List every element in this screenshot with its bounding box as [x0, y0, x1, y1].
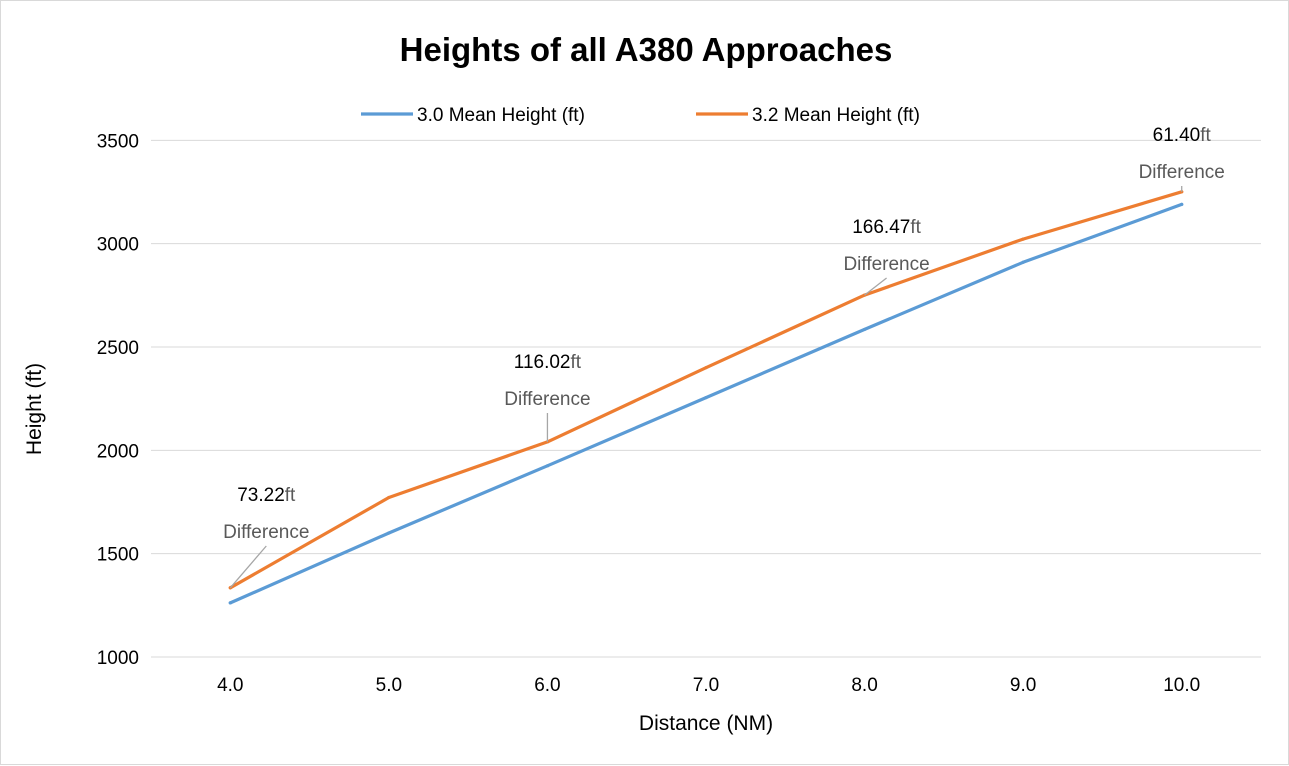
y-tick-label: 3500: [97, 131, 139, 152]
annotation-note: Difference: [504, 389, 590, 410]
data-point: [228, 601, 232, 605]
data-point: [545, 464, 550, 468]
annotation-layer: 73.22ftDifference116.02ftDifference166.4…: [223, 125, 1225, 589]
annotation-unit: ft: [285, 485, 296, 506]
annotation-note: Difference: [1139, 162, 1225, 183]
annotation-note: Difference: [843, 254, 929, 275]
x-tick-label: 9.0: [1010, 675, 1036, 696]
legend-label: 3.0 Mean Height (ft): [417, 105, 585, 126]
y-tick-label: 2500: [97, 338, 139, 359]
x-tick-label: 5.0: [376, 675, 402, 696]
annotation-value: 166.47ft: [852, 217, 921, 238]
gridlines: [151, 139, 1261, 658]
data-point: [862, 327, 867, 332]
x-axis-ticks: 4.0 5.0 6.0 7.0 8.0 9.0 10.0: [217, 675, 1200, 696]
y-tick-label: 3000: [97, 235, 139, 256]
legend-label: 3.2 Mean Height (ft): [752, 105, 920, 126]
series-layer: [228, 190, 1184, 605]
annotation-unit: ft: [910, 217, 921, 238]
data-point: [387, 495, 391, 500]
x-tick-label: 7.0: [693, 675, 719, 696]
chart-title: Heights of all A380 Approaches: [400, 31, 893, 68]
y-tick-label: 1500: [97, 545, 139, 566]
annotation-number: 166.47: [852, 217, 910, 238]
data-point: [704, 396, 708, 400]
data-point: [704, 366, 708, 370]
annotation-number: 73.22: [237, 485, 285, 506]
y-axis-ticks: 1000 1500 2000 2500 3000 3500: [97, 131, 139, 669]
x-tick-label: 8.0: [851, 675, 877, 696]
data-point: [1021, 237, 1025, 241]
y-axis-label: Height (ft): [23, 363, 46, 455]
annotation-leader: [229, 545, 267, 589]
annotation-number: 116.02: [514, 352, 571, 373]
annotation-leader: [864, 277, 887, 296]
y-tick-label: 1000: [97, 648, 139, 669]
annotation-unit: ft: [570, 352, 581, 373]
annotation-value: 73.22ft: [237, 485, 296, 506]
annotation-value: 61.40ft: [1153, 125, 1212, 146]
series-line-1: [228, 202, 1184, 605]
data-point: [387, 531, 391, 535]
legend: 3.0 Mean Height (ft) 3.2 Mean Height (ft): [361, 105, 920, 126]
annotation-unit: ft: [1200, 125, 1211, 146]
annotation-note: Difference: [223, 522, 309, 543]
data-point: [1021, 260, 1025, 264]
annotation-value: 116.02ft: [514, 352, 582, 373]
annotation-number: 61.40: [1153, 125, 1201, 146]
x-tick-label: 6.0: [534, 675, 560, 696]
x-tick-label: 4.0: [217, 675, 243, 696]
x-axis-label: Distance (NM): [639, 712, 773, 735]
x-tick-label: 10.0: [1163, 675, 1200, 696]
data-point: [1180, 202, 1184, 206]
series-line-2: [228, 190, 1184, 590]
y-tick-label: 2000: [97, 441, 139, 462]
